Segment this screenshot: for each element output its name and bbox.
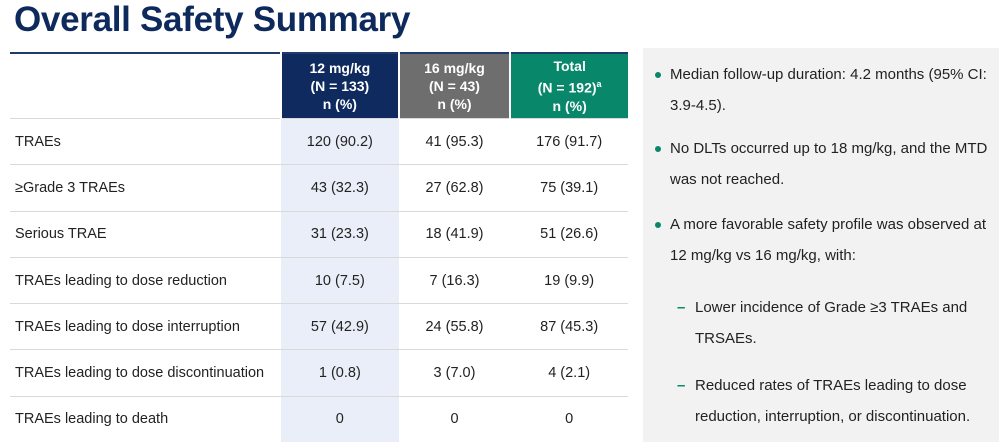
header-line: n (%)	[552, 97, 587, 114]
value-cell: 27 (62.8)	[398, 164, 511, 212]
header-line: 12 mg/kg	[309, 60, 371, 76]
table-row: TRAEs leading to death 0 0 0	[10, 395, 628, 442]
bullet-dot	[655, 72, 661, 78]
value-cell: 57 (42.9)	[281, 303, 399, 350]
sub-dash: –	[677, 377, 686, 394]
bullet-text: A more favorable safety profile was obse…	[670, 216, 986, 264]
sub-dash: –	[677, 299, 686, 316]
value-cell: 0	[281, 395, 399, 442]
slide-title: Overall Safety Summary	[14, 0, 411, 39]
table-row: TRAEs 120 (90.2) 41 (95.3) 176 (91.7)	[10, 117, 628, 165]
value-cell: 18 (41.9)	[398, 210, 511, 258]
header-line: n (%)	[437, 96, 472, 112]
row-label: TRAEs leading to dose discontinuation	[10, 349, 281, 397]
row-label: ≥Grade 3 TRAEs	[10, 164, 281, 212]
header-cell	[10, 53, 281, 119]
header-line: (N = 43)	[429, 78, 480, 94]
table-row: TRAEs leading to dose discontinuation 1 (…	[10, 349, 628, 397]
value-cell: 1 (0.8)	[281, 349, 399, 397]
row-label: Serious TRAE	[10, 210, 281, 258]
header-line: 16 mg/kg	[424, 60, 485, 76]
header-line: (N = 133)	[310, 78, 370, 94]
sub-bullet: – Lower incidence of Grade ≥3 TRAEs and T…	[677, 293, 991, 354]
bullet-dot	[655, 222, 661, 228]
sub-bullet-text: Lower incidence of Grade ≥3 TRAEs and TR…	[695, 299, 968, 347]
header-line: (N = 192)	[537, 79, 597, 96]
bullet: No DLTs occurred up to 18 mg/kg, and the…	[655, 134, 988, 195]
bullet: Median follow-up duration: 4.2 months (9…	[655, 60, 988, 121]
row-label: TRAEs leading to dose reduction	[10, 256, 281, 304]
header-line: n (%)	[322, 96, 357, 112]
table-row: Serious TRAE 31 (23.3) 18 (41.9) 51 (26.6)	[10, 210, 628, 258]
safety-table: 12 mg/kg (N = 133) n (%) 16 mg/kg (N = 43) n …	[10, 52, 628, 442]
value-cell: 10 (7.5)	[281, 256, 399, 304]
row-label: TRAEs	[10, 117, 281, 165]
footnote-mark: a	[596, 79, 602, 90]
header-row: 12 mg/kg (N = 133) n (%) 16 mg/kg (N = 43) n …	[10, 53, 628, 119]
value-cell: 43 (32.3)	[281, 164, 399, 212]
value-cell: 4 (2.1)	[510, 349, 628, 397]
value-cell: 19 (9.9)	[510, 256, 628, 304]
value-cell: 41 (95.3)	[398, 117, 511, 165]
table-row: TRAEs leading to dose interruption 57 (42…	[10, 303, 628, 350]
sub-bullet-text: Reduced rates of TRAEs leading to dose r…	[695, 377, 971, 425]
notes-panel: Median follow-up duration: 4.2 months (9…	[643, 48, 999, 442]
value-cell: 87 (45.3)	[510, 303, 628, 350]
value-cell: 7 (16.3)	[398, 256, 511, 304]
value-cell: 0	[510, 395, 628, 442]
value-cell: 24 (55.8)	[398, 303, 511, 350]
bullet: A more favorable safety profile was obse…	[655, 210, 988, 271]
value-cell: 0	[398, 395, 511, 442]
header-line: Total	[553, 58, 586, 75]
sub-bullet: – Reduced rates of TRAEs leading to dose …	[677, 371, 991, 432]
value-cell: 75 (39.1)	[510, 164, 628, 212]
row-label: TRAEs leading to dose interruption	[10, 303, 281, 350]
value-cell: 176 (91.7)	[510, 117, 628, 165]
row-label: TRAEs leading to death	[10, 395, 281, 442]
bullet-dot	[655, 146, 661, 152]
column-header: Total (N = 192)a n (%)	[509, 53, 628, 119]
table-row: TRAEs leading to dose reduction 10 (7.5) 7…	[10, 256, 628, 304]
column-header: 12 mg/kg (N = 133) n (%)	[280, 53, 399, 119]
bullet-text: No DLTs occurred up to 18 mg/kg, and the…	[670, 140, 988, 188]
bullet-text: Median follow-up duration: 4.2 months (9…	[670, 66, 987, 114]
table-row: ≥Grade 3 TRAEs 43 (32.3) 27 (62.8) 75 (39.1…	[10, 164, 628, 212]
column-header: 16 mg/kg (N = 43) n (%)	[397, 53, 511, 119]
value-cell: 3 (7.0)	[398, 349, 511, 397]
value-cell: 31 (23.3)	[281, 210, 399, 258]
value-cell: 120 (90.2)	[281, 117, 399, 165]
value-cell: 51 (26.6)	[510, 210, 628, 258]
